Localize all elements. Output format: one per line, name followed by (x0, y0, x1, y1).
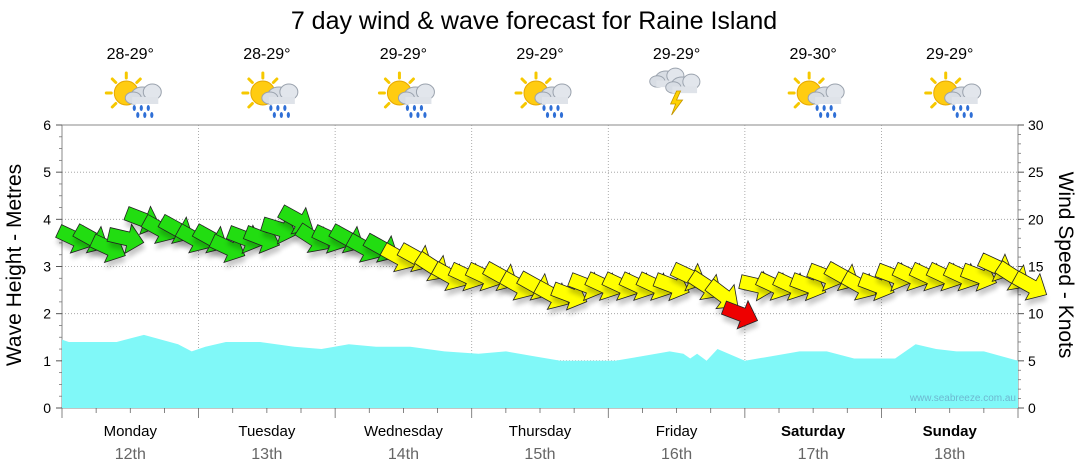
date-label: 12th (115, 446, 146, 463)
wind-arrow (1011, 270, 1048, 306)
sun-cloud-rain-icon (104, 71, 162, 118)
y-tick-label-right: 5 (1028, 353, 1036, 369)
sun-cloud-rain-icon (787, 71, 845, 118)
sun-cloud-rain-icon (924, 71, 982, 118)
day-label: Saturday (781, 423, 846, 440)
day-label: Tuesday (238, 423, 295, 440)
temp-label: 29-29° (380, 46, 427, 63)
date-label: 15th (524, 446, 555, 463)
sun-cloud-rain-icon (241, 71, 299, 118)
temp-label: 29-30° (789, 46, 836, 63)
y-tick-label-right: 0 (1028, 400, 1036, 416)
y-tick-label-left: 3 (43, 259, 51, 275)
temp-label: 28-29° (243, 46, 290, 63)
day-label: Sunday (923, 423, 978, 440)
weather-row: 28-29° 28-29° 29-29° 29-29° 29-29° 29-30° 29-2… (104, 46, 982, 118)
day-label: Monday (104, 423, 158, 440)
sun-cloud-rain-icon (377, 71, 435, 118)
date-label: 13th (251, 446, 282, 463)
y-tick-label-right: 30 (1028, 117, 1044, 133)
y-tick-label-right: 10 (1028, 306, 1044, 322)
y-axis-label-left: Wave Height - Metres (3, 164, 26, 366)
y-tick-label-left: 2 (43, 306, 51, 322)
wind-arrows (55, 204, 1048, 335)
date-label: 17th (798, 446, 829, 463)
y-tick-label-right: 20 (1028, 211, 1044, 227)
y-tick-label-right: 15 (1028, 259, 1044, 275)
day-label: Wednesday (364, 423, 443, 440)
y-tick-label-left: 4 (43, 211, 51, 227)
chart-title: 7 day wind & wave forecast for Raine Isl… (291, 7, 777, 35)
sun-cloud-rain-icon (514, 71, 572, 118)
temp-label: 29-29° (516, 46, 563, 63)
y-tick-label-left: 6 (43, 117, 51, 133)
day-label: Thursday (509, 423, 572, 440)
y-tick-label-left: 1 (43, 353, 51, 369)
temp-label: 29-29° (653, 46, 700, 63)
plot-area: 0 1 2 3 4 5 6 0 5 10 15 20 25 30 Monday 12th Tuesday 13th… (43, 117, 1048, 463)
temp-label: 29-29° (926, 46, 973, 63)
date-label: 16th (661, 446, 692, 463)
y-tick-label-left: 5 (43, 164, 51, 180)
date-label: 14th (388, 446, 419, 463)
y-tick-label-right: 25 (1028, 164, 1044, 180)
wind-arrow (106, 223, 146, 260)
storm-cloud-lightning-icon (649, 67, 701, 116)
watermark: www.seabreeze.com.au (909, 393, 1016, 404)
y-axis-label-right: Wind Speed - Knots (1054, 172, 1077, 359)
y-tick-label-left: 0 (43, 400, 51, 416)
day-label: Friday (656, 423, 698, 440)
wind-arrow (720, 299, 759, 335)
wave-height-area (62, 334, 1018, 408)
date-label: 18th (934, 446, 965, 463)
temp-label: 28-29° (107, 46, 154, 63)
